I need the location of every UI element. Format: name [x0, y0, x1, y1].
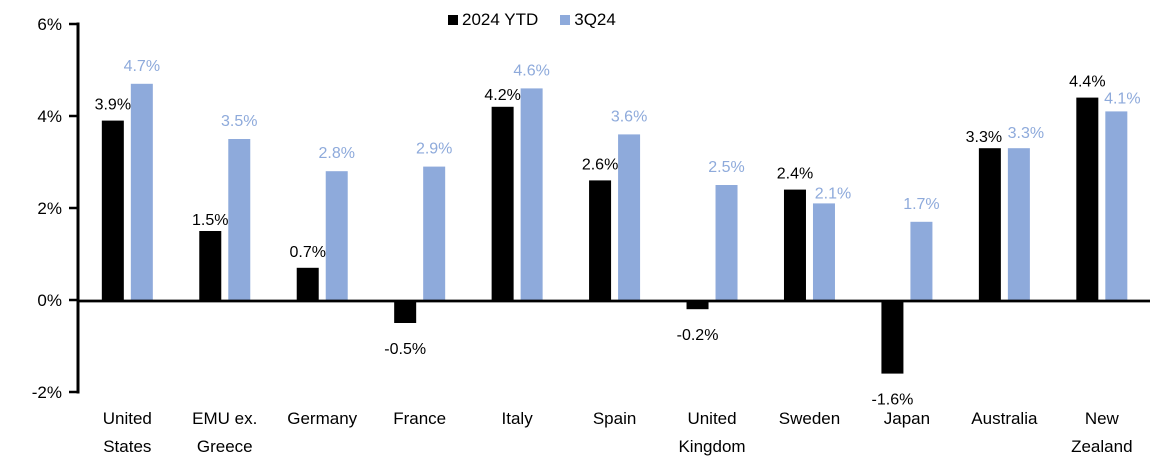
data-label-3q24-australia: 3.3%: [1008, 125, 1044, 142]
category-label-new-zealand: Zealand: [1071, 437, 1132, 456]
data-label-3q24-germany: 2.8%: [318, 145, 354, 162]
legend-label-2024ytd: 2024 YTD: [462, 10, 539, 29]
data-label-3q24-france: 2.9%: [416, 141, 452, 158]
category-label-emu-ex-greece: Greece: [197, 437, 253, 456]
bar-2024-ytd-france: [394, 300, 417, 323]
data-label-2024-ytd-australia: 3.3%: [966, 129, 1002, 146]
y-tick-label: 2%: [37, 199, 62, 218]
y-tick-label: 4%: [37, 107, 62, 126]
data-label-3q24-emu-ex-greece: 3.5%: [221, 113, 257, 130]
data-label-2024-ytd-emu-ex-greece: 1.5%: [192, 212, 228, 229]
data-label-2024-ytd-japan: -1.6%: [872, 392, 914, 409]
bar-2024-ytd-spain: [589, 180, 612, 300]
data-label-2024-ytd-united-kingdom: -0.2%: [677, 327, 719, 344]
bar-2024-ytd-germany: [296, 267, 319, 300]
bar-3q24-sweden: [812, 203, 835, 300]
chart-legend: 2024 YTD 3Q24: [448, 10, 638, 29]
data-label-3q24-new-zealand: 4.1%: [1104, 90, 1140, 107]
category-label-united-states: United: [103, 409, 152, 428]
bar-3q24-germany: [325, 171, 348, 300]
bar-3q24-united-kingdom: [715, 185, 738, 300]
category-label-united-kingdom: Kingdom: [678, 437, 745, 456]
bar-3q24-emu-ex-greece: [228, 139, 251, 300]
data-label-3q24-spain: 3.6%: [611, 108, 647, 125]
bar-2024-ytd-sweden: [783, 189, 806, 300]
bar-2024-ytd-australia: [978, 148, 1001, 300]
data-label-3q24-sweden: 2.1%: [815, 185, 851, 202]
category-label-new-zealand: New: [1085, 409, 1120, 428]
data-label-3q24-italy: 4.6%: [513, 62, 549, 79]
data-label-3q24-united-states: 4.7%: [124, 58, 160, 75]
bar-3q24-italy: [520, 88, 543, 301]
bar-2024-ytd-emu-ex-greece: [199, 231, 222, 300]
data-label-2024-ytd-france: -0.5%: [384, 341, 426, 358]
category-label-united-kingdom: United: [687, 409, 736, 428]
legend-swatch-3q24-icon: [560, 14, 571, 25]
data-label-2024-ytd-italy: 4.2%: [484, 87, 520, 104]
category-label-emu-ex-greece: EMU ex.: [192, 409, 257, 428]
category-label-spain: Spain: [593, 409, 636, 428]
category-label-japan: Japan: [884, 409, 930, 428]
y-tick-label: 6%: [37, 15, 62, 34]
data-label-2024-ytd-germany: 0.7%: [289, 244, 325, 261]
category-label-australia: Australia: [971, 409, 1038, 428]
data-label-3q24-united-kingdom: 2.5%: [708, 159, 744, 176]
legend-entry-3q24: 3Q24: [560, 10, 616, 29]
y-tick-label: 0%: [37, 291, 62, 310]
category-label-germany: Germany: [287, 409, 357, 428]
data-label-3q24-japan: 1.7%: [903, 196, 939, 213]
bar-2024-ytd-japan: [881, 300, 904, 374]
data-label-2024-ytd-sweden: 2.4%: [777, 166, 813, 183]
bar-2024-ytd-united-kingdom: [686, 300, 709, 310]
bar-3q24-united-states: [130, 83, 153, 300]
category-label-sweden: Sweden: [779, 409, 840, 428]
y-tick-label: -2%: [32, 383, 62, 402]
legend-entry-2024ytd: 2024 YTD: [448, 10, 538, 29]
category-label-italy: Italy: [502, 409, 534, 428]
data-label-2024-ytd-new-zealand: 4.4%: [1069, 74, 1105, 91]
bar-3q24-france: [423, 166, 446, 300]
bar-2024-ytd-new-zealand: [1076, 97, 1099, 300]
bar-3q24-new-zealand: [1105, 111, 1128, 301]
data-label-2024-ytd-spain: 2.6%: [582, 156, 618, 173]
bar-2024-ytd-italy: [491, 106, 514, 300]
category-label-france: France: [393, 409, 446, 428]
legend-swatch-2024ytd-icon: [448, 14, 458, 25]
bar-2024-ytd-united-states: [101, 120, 124, 300]
bar-3q24-australia: [1007, 148, 1030, 300]
data-label-2024-ytd-united-states: 3.9%: [95, 97, 131, 114]
bar-3q24-japan: [910, 221, 933, 300]
category-label-united-states: States: [103, 437, 151, 456]
legend-label-3q24: 3Q24: [574, 10, 616, 29]
bar-3q24-spain: [618, 134, 641, 300]
